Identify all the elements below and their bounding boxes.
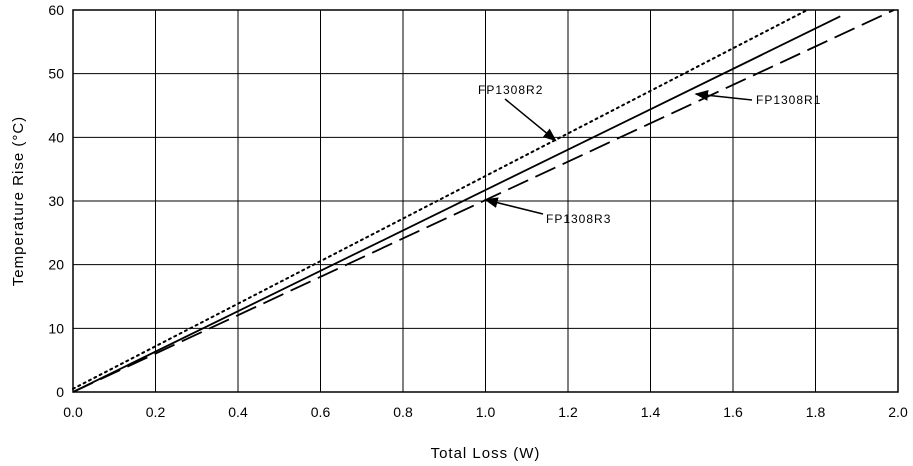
series-lines bbox=[72, 9, 895, 393]
annotation-arrow bbox=[484, 197, 544, 215]
y-tick-label: 10 bbox=[48, 320, 64, 336]
x-tick-label: 1.6 bbox=[723, 404, 743, 420]
x-tick-label: 0.6 bbox=[311, 404, 331, 420]
annotation-arrow bbox=[504, 98, 557, 142]
y-axis-title: Temperature Rise (°C) bbox=[10, 116, 27, 286]
series-line-fp1308r2 bbox=[72, 9, 809, 390]
x-axis-title: Total Loss (W) bbox=[431, 445, 541, 462]
x-tick-label: 0.4 bbox=[228, 404, 248, 420]
series-line-fp1308r3 bbox=[72, 9, 895, 393]
y-tick-label: 50 bbox=[48, 66, 64, 82]
x-tick-label: 1.2 bbox=[558, 404, 578, 420]
annotation-arrow bbox=[694, 89, 753, 101]
annotation-label: FP1308R2 bbox=[478, 83, 543, 97]
series-annotations: FP1308R2 FP1308R1 FP1308R3 bbox=[478, 83, 821, 226]
y-tick-labels: 0 10 20 30 40 50 60 bbox=[48, 2, 64, 400]
annotation-label: FP1308R3 bbox=[546, 212, 611, 226]
x-tick-label: 0.2 bbox=[146, 404, 166, 420]
x-tick-label: 0.8 bbox=[393, 404, 413, 420]
series-line-fp1308r1 bbox=[72, 15, 841, 393]
y-tick-label: 20 bbox=[48, 257, 64, 273]
x-tick-label: 2.0 bbox=[888, 404, 908, 420]
annotation-label: FP1308R1 bbox=[756, 93, 821, 107]
x-tick-label: 1.8 bbox=[806, 404, 826, 420]
y-tick-label: 60 bbox=[48, 2, 64, 18]
y-tick-label: 40 bbox=[48, 129, 64, 145]
plot-frame bbox=[72, 9, 899, 393]
y-tick-label: 0 bbox=[56, 384, 64, 400]
x-tick-label: 1.4 bbox=[641, 404, 661, 420]
x-tick-label: 1.0 bbox=[476, 404, 496, 420]
x-tick-label: 0.0 bbox=[63, 404, 83, 420]
x-tick-labels: 0.0 0.2 0.4 0.6 0.8 1.0 1.2 1.4 1.6 1.8 2.0 bbox=[63, 404, 908, 420]
y-tick-label: 30 bbox=[48, 193, 64, 209]
